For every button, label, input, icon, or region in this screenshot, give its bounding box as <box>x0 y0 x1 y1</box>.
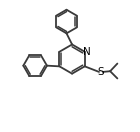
Text: S: S <box>97 67 104 77</box>
Text: N: N <box>83 47 91 57</box>
